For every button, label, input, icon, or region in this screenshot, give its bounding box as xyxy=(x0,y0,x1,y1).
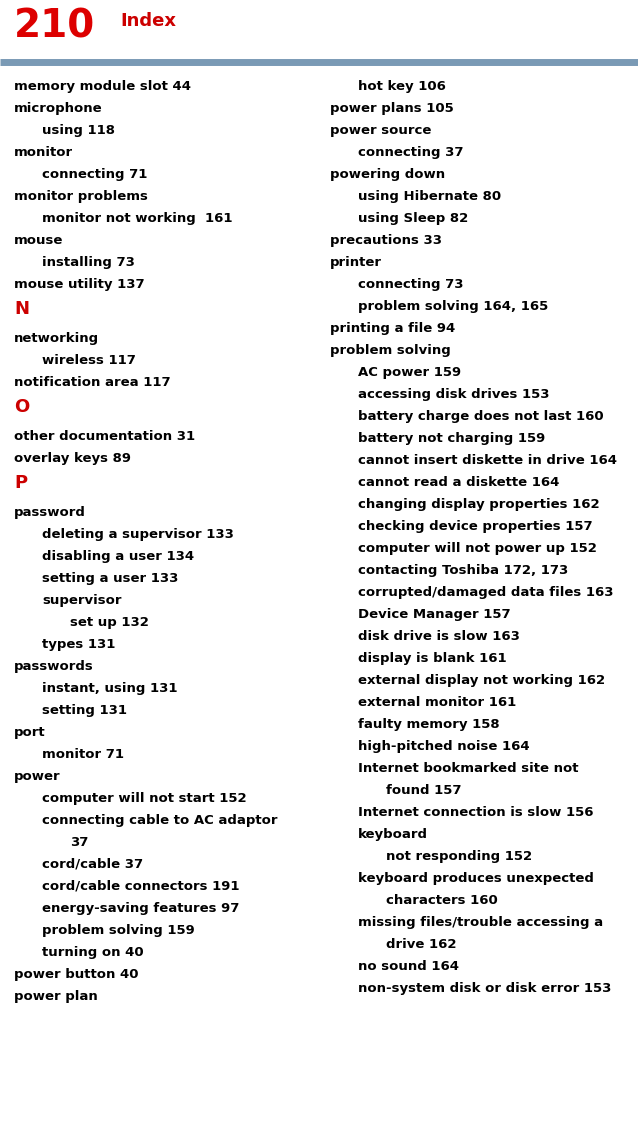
Text: Internet bookmarked site not: Internet bookmarked site not xyxy=(358,762,579,775)
Text: types 131: types 131 xyxy=(42,638,115,650)
Text: printing a file 94: printing a file 94 xyxy=(330,322,456,335)
Text: networking: networking xyxy=(14,331,99,345)
Text: overlay keys 89: overlay keys 89 xyxy=(14,451,131,465)
Text: keyboard: keyboard xyxy=(358,828,428,841)
Text: accessing disk drives 153: accessing disk drives 153 xyxy=(358,388,549,402)
Text: passwords: passwords xyxy=(14,659,94,673)
Text: missing files/trouble accessing a: missing files/trouble accessing a xyxy=(358,916,603,929)
Text: disabling a user 134: disabling a user 134 xyxy=(42,550,194,563)
Text: corrupted/damaged data files 163: corrupted/damaged data files 163 xyxy=(358,586,614,599)
Text: energy-saving features 97: energy-saving features 97 xyxy=(42,901,239,915)
Text: cord/cable 37: cord/cable 37 xyxy=(42,857,143,871)
Text: high-pitched noise 164: high-pitched noise 164 xyxy=(358,740,530,753)
Text: N: N xyxy=(14,300,29,318)
Text: connecting 71: connecting 71 xyxy=(42,169,147,181)
Text: checking device properties 157: checking device properties 157 xyxy=(358,520,593,533)
Text: deleting a supervisor 133: deleting a supervisor 133 xyxy=(42,528,234,541)
Text: using 118: using 118 xyxy=(42,124,115,137)
Text: printer: printer xyxy=(330,256,382,269)
Text: contacting Toshiba 172, 173: contacting Toshiba 172, 173 xyxy=(358,564,568,577)
Text: problem solving 159: problem solving 159 xyxy=(42,924,195,936)
Text: P: P xyxy=(14,474,27,492)
Text: set up 132: set up 132 xyxy=(70,615,149,629)
Text: monitor 71: monitor 71 xyxy=(42,748,124,761)
Text: battery charge does not last 160: battery charge does not last 160 xyxy=(358,411,604,423)
Text: notification area 117: notification area 117 xyxy=(14,375,170,389)
Text: cannot read a diskette 164: cannot read a diskette 164 xyxy=(358,476,560,489)
Text: AC power 159: AC power 159 xyxy=(358,366,461,379)
Text: connecting cable to AC adaptor: connecting cable to AC adaptor xyxy=(42,813,278,827)
Text: using Hibernate 80: using Hibernate 80 xyxy=(358,190,501,202)
Text: changing display properties 162: changing display properties 162 xyxy=(358,498,600,511)
Text: Index: Index xyxy=(120,12,176,31)
Text: faulty memory 158: faulty memory 158 xyxy=(358,718,500,731)
Text: battery not charging 159: battery not charging 159 xyxy=(358,432,545,444)
Text: not responding 152: not responding 152 xyxy=(386,851,532,863)
Text: display is blank 161: display is blank 161 xyxy=(358,651,507,665)
Text: power: power xyxy=(14,770,61,783)
Text: microphone: microphone xyxy=(14,102,103,115)
Text: drive 162: drive 162 xyxy=(386,938,457,951)
Text: cannot insert diskette in drive 164: cannot insert diskette in drive 164 xyxy=(358,454,617,467)
Text: installing 73: installing 73 xyxy=(42,256,135,269)
Text: wireless 117: wireless 117 xyxy=(42,354,136,366)
Text: monitor: monitor xyxy=(14,146,73,159)
Text: non-system disk or disk error 153: non-system disk or disk error 153 xyxy=(358,982,611,995)
Text: setting a user 133: setting a user 133 xyxy=(42,571,179,585)
Text: power plans 105: power plans 105 xyxy=(330,102,454,115)
Text: instant, using 131: instant, using 131 xyxy=(42,682,177,694)
Text: precautions 33: precautions 33 xyxy=(330,234,442,247)
Text: supervisor: supervisor xyxy=(42,594,121,606)
Text: found 157: found 157 xyxy=(386,784,461,797)
Text: cord/cable connectors 191: cord/cable connectors 191 xyxy=(42,880,239,892)
Text: keyboard produces unexpected: keyboard produces unexpected xyxy=(358,872,594,884)
Text: other documentation 31: other documentation 31 xyxy=(14,430,195,443)
Text: 210: 210 xyxy=(14,8,95,46)
Text: power source: power source xyxy=(330,124,431,137)
Text: connecting 73: connecting 73 xyxy=(358,278,463,291)
Text: power plan: power plan xyxy=(14,990,98,1003)
Text: characters 160: characters 160 xyxy=(386,893,498,907)
Text: password: password xyxy=(14,506,86,519)
Text: mouse utility 137: mouse utility 137 xyxy=(14,278,145,291)
Text: O: O xyxy=(14,398,29,416)
Text: hot key 106: hot key 106 xyxy=(358,80,446,93)
Text: disk drive is slow 163: disk drive is slow 163 xyxy=(358,630,520,644)
Text: powering down: powering down xyxy=(330,169,445,181)
Text: 37: 37 xyxy=(70,836,89,848)
Text: external monitor 161: external monitor 161 xyxy=(358,696,516,709)
Text: using Sleep 82: using Sleep 82 xyxy=(358,211,468,225)
Text: problem solving 164, 165: problem solving 164, 165 xyxy=(358,300,548,313)
Text: no sound 164: no sound 164 xyxy=(358,960,459,973)
Text: port: port xyxy=(14,726,46,739)
Text: power button 40: power button 40 xyxy=(14,968,138,981)
Text: computer will not power up 152: computer will not power up 152 xyxy=(358,542,597,555)
Text: Internet connection is slow 156: Internet connection is slow 156 xyxy=(358,806,593,819)
Text: memory module slot 44: memory module slot 44 xyxy=(14,80,191,93)
Text: mouse: mouse xyxy=(14,234,63,247)
Text: problem solving: problem solving xyxy=(330,344,451,357)
Text: monitor problems: monitor problems xyxy=(14,190,148,202)
Text: monitor not working  161: monitor not working 161 xyxy=(42,211,232,225)
Text: connecting 37: connecting 37 xyxy=(358,146,463,159)
Text: computer will not start 152: computer will not start 152 xyxy=(42,792,247,804)
Text: Device Manager 157: Device Manager 157 xyxy=(358,608,510,621)
Text: external display not working 162: external display not working 162 xyxy=(358,674,605,687)
Text: setting 131: setting 131 xyxy=(42,703,127,717)
Text: turning on 40: turning on 40 xyxy=(42,946,144,959)
